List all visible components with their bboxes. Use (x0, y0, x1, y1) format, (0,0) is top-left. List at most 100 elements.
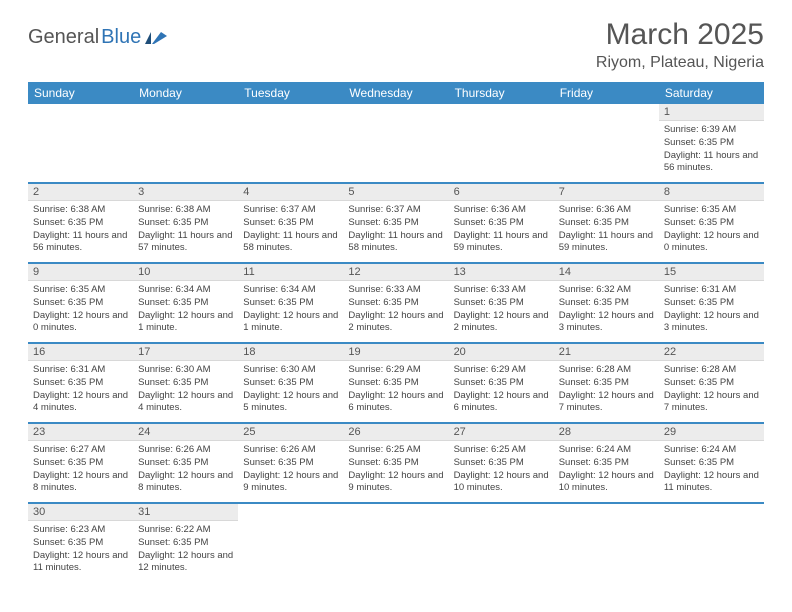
calendar-day-cell: 17Sunrise: 6:30 AMSunset: 6:35 PMDayligh… (133, 343, 238, 422)
day-of-week-header: Wednesday (343, 82, 448, 104)
day-details: Sunrise: 6:34 AMSunset: 6:35 PMDaylight:… (238, 281, 343, 337)
day-number: 30 (28, 504, 133, 521)
day-details: Sunrise: 6:34 AMSunset: 6:35 PMDaylight:… (133, 281, 238, 337)
calendar-day-cell (659, 503, 764, 582)
day-details: Sunrise: 6:36 AMSunset: 6:35 PMDaylight:… (449, 201, 554, 257)
day-details: Sunrise: 6:37 AMSunset: 6:35 PMDaylight:… (238, 201, 343, 257)
calendar-day-cell: 16Sunrise: 6:31 AMSunset: 6:35 PMDayligh… (28, 343, 133, 422)
calendar-week: 2Sunrise: 6:38 AMSunset: 6:35 PMDaylight… (28, 183, 764, 262)
calendar-body: 1Sunrise: 6:39 AMSunset: 6:35 PMDaylight… (28, 104, 764, 582)
day-number: 11 (238, 264, 343, 281)
day-details: Sunrise: 6:30 AMSunset: 6:35 PMDaylight:… (238, 361, 343, 417)
day-details: Sunrise: 6:24 AMSunset: 6:35 PMDaylight:… (659, 441, 764, 497)
day-details: Sunrise: 6:23 AMSunset: 6:35 PMDaylight:… (28, 521, 133, 577)
calendar-day-cell: 5Sunrise: 6:37 AMSunset: 6:35 PMDaylight… (343, 183, 448, 262)
calendar-week: 23Sunrise: 6:27 AMSunset: 6:35 PMDayligh… (28, 423, 764, 502)
day-details: Sunrise: 6:26 AMSunset: 6:35 PMDaylight:… (238, 441, 343, 497)
calendar-day-cell: 25Sunrise: 6:26 AMSunset: 6:35 PMDayligh… (238, 423, 343, 502)
day-details: Sunrise: 6:35 AMSunset: 6:35 PMDaylight:… (28, 281, 133, 337)
day-details: Sunrise: 6:27 AMSunset: 6:35 PMDaylight:… (28, 441, 133, 497)
brand-logo: GeneralBlue (28, 18, 167, 49)
day-number: 2 (28, 184, 133, 201)
calendar-day-cell: 19Sunrise: 6:29 AMSunset: 6:35 PMDayligh… (343, 343, 448, 422)
calendar-day-cell: 1Sunrise: 6:39 AMSunset: 6:35 PMDaylight… (659, 104, 764, 182)
title-block: March 2025 Riyom, Plateau, Nigeria (596, 18, 764, 72)
calendar-day-cell: 27Sunrise: 6:25 AMSunset: 6:35 PMDayligh… (449, 423, 554, 502)
day-of-week-header: Monday (133, 82, 238, 104)
calendar-head: SundayMondayTuesdayWednesdayThursdayFrid… (28, 82, 764, 104)
calendar-day-cell: 21Sunrise: 6:28 AMSunset: 6:35 PMDayligh… (554, 343, 659, 422)
day-details: Sunrise: 6:29 AMSunset: 6:35 PMDaylight:… (343, 361, 448, 417)
calendar-day-cell: 10Sunrise: 6:34 AMSunset: 6:35 PMDayligh… (133, 263, 238, 342)
day-details: Sunrise: 6:24 AMSunset: 6:35 PMDaylight:… (554, 441, 659, 497)
day-details: Sunrise: 6:36 AMSunset: 6:35 PMDaylight:… (554, 201, 659, 257)
day-number: 23 (28, 424, 133, 441)
day-details: Sunrise: 6:25 AMSunset: 6:35 PMDaylight:… (449, 441, 554, 497)
calendar-day-cell (28, 104, 133, 182)
calendar-day-cell: 28Sunrise: 6:24 AMSunset: 6:35 PMDayligh… (554, 423, 659, 502)
day-number: 1 (659, 104, 764, 121)
day-number: 8 (659, 184, 764, 201)
day-details: Sunrise: 6:29 AMSunset: 6:35 PMDaylight:… (449, 361, 554, 417)
calendar-day-cell (449, 503, 554, 582)
calendar-day-cell (238, 104, 343, 182)
location: Riyom, Plateau, Nigeria (596, 54, 764, 72)
calendar-day-cell: 2Sunrise: 6:38 AMSunset: 6:35 PMDaylight… (28, 183, 133, 262)
day-number: 16 (28, 344, 133, 361)
calendar-day-cell: 31Sunrise: 6:22 AMSunset: 6:35 PMDayligh… (133, 503, 238, 582)
day-details: Sunrise: 6:28 AMSunset: 6:35 PMDaylight:… (659, 361, 764, 417)
day-number: 19 (343, 344, 448, 361)
calendar-day-cell: 24Sunrise: 6:26 AMSunset: 6:35 PMDayligh… (133, 423, 238, 502)
day-details: Sunrise: 6:22 AMSunset: 6:35 PMDaylight:… (133, 521, 238, 577)
day-number: 20 (449, 344, 554, 361)
day-number: 27 (449, 424, 554, 441)
day-details: Sunrise: 6:35 AMSunset: 6:35 PMDaylight:… (659, 201, 764, 257)
day-details: Sunrise: 6:30 AMSunset: 6:35 PMDaylight:… (133, 361, 238, 417)
day-number: 26 (343, 424, 448, 441)
day-number: 24 (133, 424, 238, 441)
day-number: 14 (554, 264, 659, 281)
calendar-day-cell: 15Sunrise: 6:31 AMSunset: 6:35 PMDayligh… (659, 263, 764, 342)
day-number: 22 (659, 344, 764, 361)
day-details: Sunrise: 6:28 AMSunset: 6:35 PMDaylight:… (554, 361, 659, 417)
brand-part1: General (28, 26, 99, 49)
calendar-day-cell: 9Sunrise: 6:35 AMSunset: 6:35 PMDaylight… (28, 263, 133, 342)
calendar-day-cell: 8Sunrise: 6:35 AMSunset: 6:35 PMDaylight… (659, 183, 764, 262)
day-details: Sunrise: 6:39 AMSunset: 6:35 PMDaylight:… (659, 121, 764, 177)
flag-icon (145, 30, 167, 46)
day-number: 29 (659, 424, 764, 441)
day-number: 25 (238, 424, 343, 441)
calendar-day-cell (554, 503, 659, 582)
calendar-day-cell: 14Sunrise: 6:32 AMSunset: 6:35 PMDayligh… (554, 263, 659, 342)
calendar-day-cell: 3Sunrise: 6:38 AMSunset: 6:35 PMDaylight… (133, 183, 238, 262)
day-number: 7 (554, 184, 659, 201)
day-number: 10 (133, 264, 238, 281)
day-number: 28 (554, 424, 659, 441)
day-number: 17 (133, 344, 238, 361)
calendar-day-cell: 4Sunrise: 6:37 AMSunset: 6:35 PMDaylight… (238, 183, 343, 262)
calendar-day-cell: 30Sunrise: 6:23 AMSunset: 6:35 PMDayligh… (28, 503, 133, 582)
calendar-day-cell: 20Sunrise: 6:29 AMSunset: 6:35 PMDayligh… (449, 343, 554, 422)
month-title: March 2025 (596, 18, 764, 52)
day-number: 31 (133, 504, 238, 521)
calendar-day-cell (343, 104, 448, 182)
calendar-day-cell (133, 104, 238, 182)
calendar-day-cell: 13Sunrise: 6:33 AMSunset: 6:35 PMDayligh… (449, 263, 554, 342)
calendar-week: 30Sunrise: 6:23 AMSunset: 6:35 PMDayligh… (28, 503, 764, 582)
day-of-week-header: Saturday (659, 82, 764, 104)
day-details: Sunrise: 6:38 AMSunset: 6:35 PMDaylight:… (28, 201, 133, 257)
day-of-week-header: Friday (554, 82, 659, 104)
calendar-week: 1Sunrise: 6:39 AMSunset: 6:35 PMDaylight… (28, 104, 764, 182)
calendar-day-cell (343, 503, 448, 582)
calendar-day-cell: 18Sunrise: 6:30 AMSunset: 6:35 PMDayligh… (238, 343, 343, 422)
day-of-week-header: Thursday (449, 82, 554, 104)
day-number: 3 (133, 184, 238, 201)
day-number: 9 (28, 264, 133, 281)
day-details: Sunrise: 6:31 AMSunset: 6:35 PMDaylight:… (28, 361, 133, 417)
day-of-week-header: Tuesday (238, 82, 343, 104)
brand-part2: Blue (101, 26, 141, 49)
day-details: Sunrise: 6:25 AMSunset: 6:35 PMDaylight:… (343, 441, 448, 497)
calendar-day-cell: 12Sunrise: 6:33 AMSunset: 6:35 PMDayligh… (343, 263, 448, 342)
day-details: Sunrise: 6:31 AMSunset: 6:35 PMDaylight:… (659, 281, 764, 337)
calendar-week: 9Sunrise: 6:35 AMSunset: 6:35 PMDaylight… (28, 263, 764, 342)
